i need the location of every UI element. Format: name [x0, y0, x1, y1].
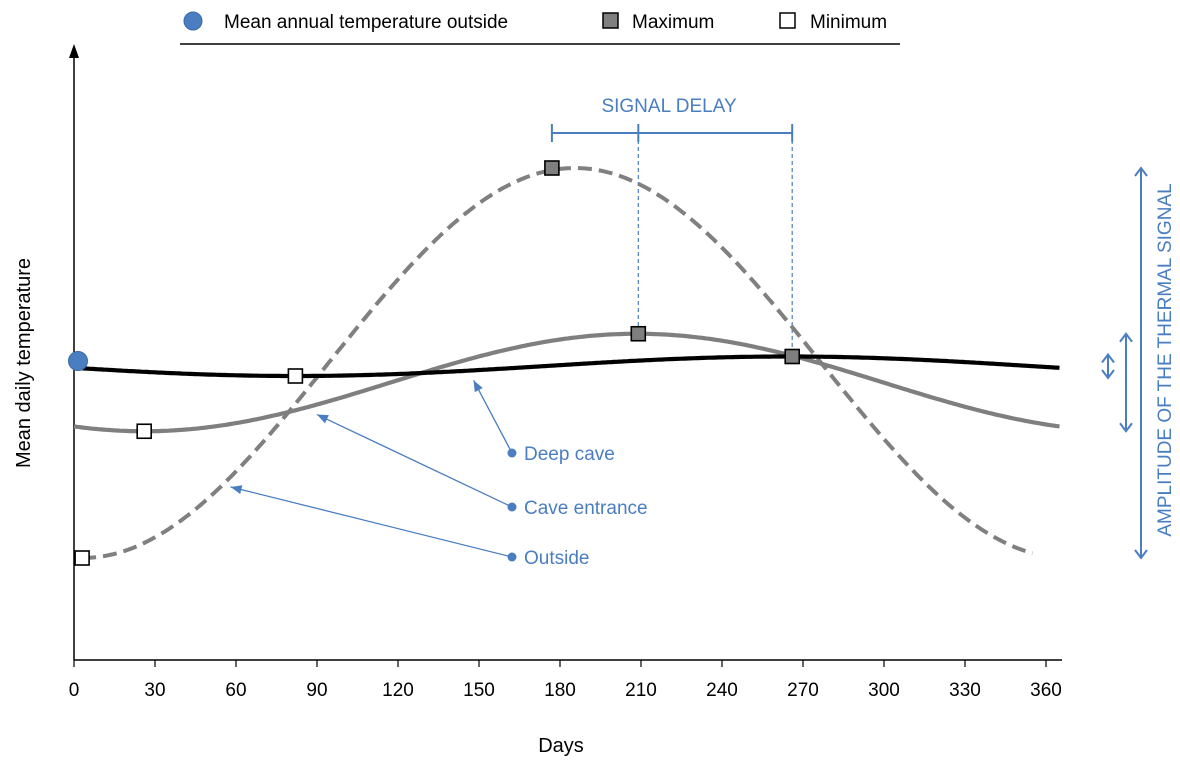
x-tick-label: 360	[1030, 680, 1062, 701]
x-tick-label: 300	[868, 680, 900, 701]
amplitude-arrow-cave-entrance-head-up-icon	[1119, 332, 1133, 343]
y-axis-title: Mean daily temperature	[13, 258, 35, 468]
marker-layer	[68, 160, 801, 566]
label-arrowhead-icon	[230, 485, 243, 494]
marker-min-cave-entrance	[136, 423, 152, 440]
legend-label-maximum: Maximum	[632, 12, 714, 33]
label-text-deep-cave: Deep cave	[524, 444, 615, 465]
x-tick-label: 30	[144, 680, 165, 701]
marker-max-deep-cave	[784, 348, 801, 365]
signal-delay-annotation: SIGNAL DELAY	[550, 96, 794, 350]
legend-label-mean-annual: Mean annual temperature outside	[224, 12, 508, 33]
marker-max-outside	[544, 160, 560, 176]
series-line-cave-entrance	[73, 331, 1060, 434]
x-ticks: 0 30 60 90 120 150 180 210 240 270 300 330 360	[69, 660, 1062, 701]
series-label-layer: Deep cave Cave entrance Outside	[230, 380, 648, 569]
x-tick-label: 120	[382, 680, 414, 701]
label-text-cave-entrance: Cave entrance	[524, 498, 648, 519]
signal-delay-label: SIGNAL DELAY	[601, 96, 736, 117]
amplitude-arrow-deep-cave-head-down-icon	[1101, 369, 1115, 380]
legend-marker-mean-annual	[183, 11, 203, 31]
label-arrow-deep-cave	[473, 380, 513, 454]
x-tick-label: 270	[787, 680, 819, 701]
marker-max-cave-entrance	[630, 325, 647, 342]
x-tick-label: 240	[706, 680, 738, 701]
series-line-deep-cave	[73, 354, 1060, 379]
amplitude-arrow-cave-entrance-head-down-icon	[1119, 422, 1133, 433]
legend-marker-maximum	[602, 12, 619, 29]
axes: 0 30 60 90 120 150 180 210 240 270 300 330 360 Days …	[13, 44, 1062, 757]
marker-min-outside	[74, 550, 90, 566]
label-arrow-outside	[230, 486, 513, 558]
amplitude-arrow-outside-head-up-icon	[1134, 166, 1148, 177]
x-tick-label: 0	[69, 680, 80, 701]
x-tick-label: 60	[225, 680, 246, 701]
label-text-outside: Outside	[524, 548, 589, 569]
marker-min-deep-cave	[287, 368, 304, 384]
legend-marker-minimum	[779, 12, 796, 29]
x-tick-label: 150	[463, 680, 495, 701]
label-arrowhead-icon	[473, 380, 483, 393]
amplitude-label: AMPLITUDE OF THE THERMAL SIGNAL	[1155, 183, 1176, 536]
amplitude-arrow-outside-head-down-icon	[1134, 549, 1148, 560]
x-tick-label: 180	[544, 680, 576, 701]
x-tick-label: 330	[949, 680, 981, 701]
amplitude-arrow-deep-cave-head-up-icon	[1101, 352, 1115, 364]
legend-label-minimum: Minimum	[810, 12, 887, 33]
label-arrow-cave-entrance	[316, 413, 513, 508]
y-axis-arrow-icon	[69, 44, 79, 58]
marker-mean-annual-temperature	[68, 351, 88, 371]
legend: Mean annual temperature outside Maximum …	[180, 11, 900, 45]
label-arrowhead-icon	[317, 414, 329, 424]
x-axis-title: Days	[538, 735, 584, 757]
amplitude-annotation: AMPLITUDE OF THE THERMAL SIGNAL	[1101, 166, 1176, 560]
x-tick-label: 210	[625, 680, 657, 701]
x-tick-label: 90	[306, 680, 327, 701]
